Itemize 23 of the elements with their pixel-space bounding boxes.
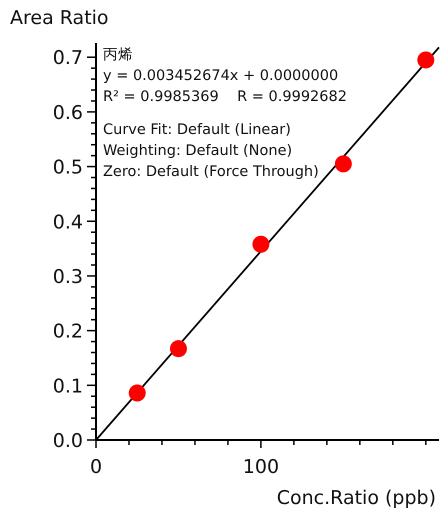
y-tick-label: 0.1 xyxy=(52,375,83,398)
point xyxy=(170,340,187,358)
x-axis-title: Conc.Ratio (ppb) xyxy=(276,487,436,509)
y-tick-label: 0.0 xyxy=(52,430,83,452)
point xyxy=(252,236,270,253)
x-tick-label: 100 xyxy=(242,456,280,478)
annotation: Curve Fit: Default (Linear) xyxy=(103,122,291,138)
y-tick-label: 0.3 xyxy=(52,266,83,288)
x-tick-label: 0 xyxy=(90,456,102,478)
y-tick-label: 0.6 xyxy=(52,102,83,124)
y-tick-label: 0.7 xyxy=(52,47,83,70)
point xyxy=(128,384,146,402)
y-tick-label: 0.2 xyxy=(52,320,83,343)
point xyxy=(334,155,352,172)
y-axis-title: Area Ratio xyxy=(10,7,109,29)
point xyxy=(417,51,434,68)
annotation: 丙烯 xyxy=(103,46,133,63)
y-tick-label: 0.5 xyxy=(52,156,83,179)
annotation: Weighting: Default (None) xyxy=(103,143,292,159)
annotation: y = 0.003452674x + 0.0000000 xyxy=(103,68,338,84)
y-tick-label: 0.4 xyxy=(52,211,83,234)
annotation: Zero: Default (Force Through) xyxy=(103,164,319,180)
annotation: R² = 0.9985369 R = 0.9992682 xyxy=(103,89,347,105)
